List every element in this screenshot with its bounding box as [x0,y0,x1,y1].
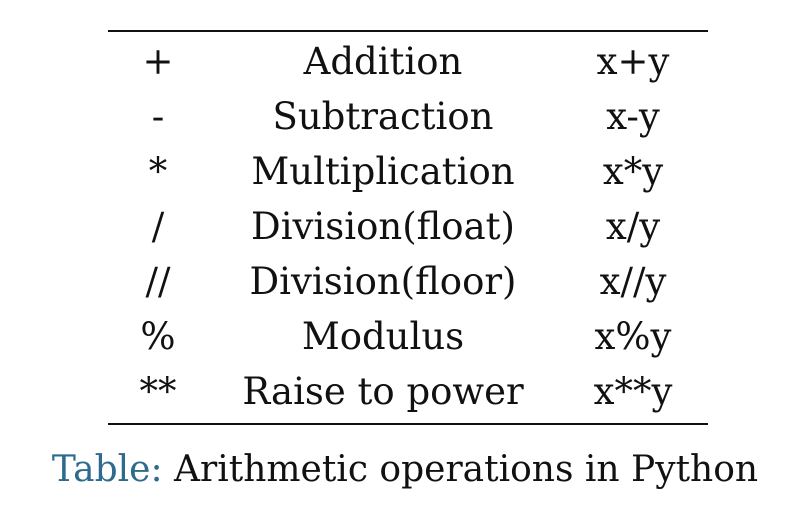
example-cell: x*y [602,150,664,193]
table-row: + Addition x+y [108,34,708,89]
table-row: * Multiplication x*y [108,144,708,199]
operations-table-body: + Addition x+y - Subtraction x-y * Multi… [108,34,708,419]
operator-cell: * [148,150,168,193]
operation-name-cell: Division(float) [251,205,515,248]
table-row: - Subtraction x-y [108,89,708,144]
bottom-rule [108,423,708,425]
operator-cell: // [145,260,171,303]
example-cell: x+y [596,40,670,83]
operation-name-cell: Subtraction [272,95,494,138]
top-rule [108,30,708,32]
example-cell: x%y [594,315,672,358]
operations-table: + Addition x+y - Subtraction x-y * Multi… [108,30,708,425]
operation-name-cell: Addition [303,40,463,83]
caption-label: Table: [51,449,163,490]
table-caption: Table: Arithmetic operations in Python [0,445,810,495]
example-cell: x/y [605,205,661,248]
operator-cell: / [151,205,165,248]
operation-name-cell: Multiplication [251,150,515,193]
table-row: // Division(floor) x//y [108,254,708,309]
example-cell: x**y [593,370,673,413]
operator-cell: ** [139,370,177,413]
operation-name-cell: Modulus [301,315,465,358]
operator-cell: + [142,40,174,83]
table-row: ** Raise to power x**y [108,364,708,419]
example-cell: x-y [606,95,660,138]
example-cell: x//y [599,260,667,303]
operator-cell: % [140,315,176,358]
caption-text: Arithmetic operations in Python [162,449,759,490]
operation-name-cell: Raise to power [242,370,524,413]
table-row: % Modulus x%y [108,309,708,364]
operator-cell: - [151,95,165,138]
operation-name-cell: Division(floor) [249,260,517,303]
table-row: / Division(float) x/y [108,199,708,254]
